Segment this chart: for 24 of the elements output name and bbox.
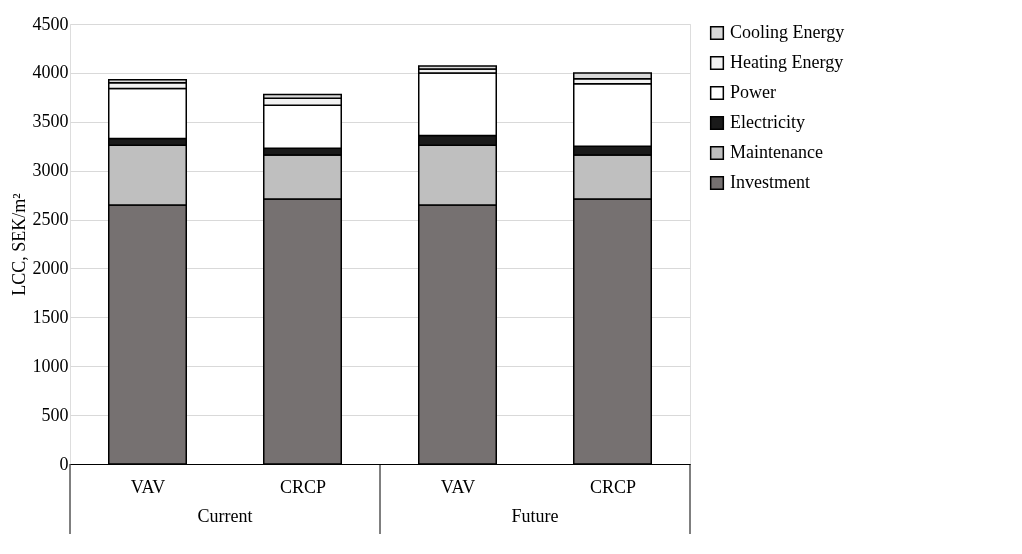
x-tick-label: CRCP: [589, 476, 637, 497]
y-axis-title: LCC, SEK/m²: [8, 193, 29, 296]
x-tick-label: VAV: [440, 476, 476, 497]
legend-label: Heating Energy: [730, 52, 844, 72]
legend-label: Power: [730, 82, 776, 102]
y-tick-label: 1000: [32, 355, 69, 376]
legend-label: Electricity: [730, 112, 805, 132]
text: Future: [511, 506, 559, 526]
y-tick-label: 2500: [32, 209, 69, 230]
text: Current: [197, 506, 253, 526]
bar: [418, 65, 497, 70]
legend-label: Investment: [730, 172, 810, 192]
y-tick-label: 2000: [32, 257, 69, 278]
y-tick-label: 3000: [32, 160, 69, 181]
y-tick-label: 4000: [32, 62, 69, 83]
legend-label: Cooling Energy: [730, 22, 845, 42]
y-tick-label: 3500: [32, 111, 69, 132]
y-tick-label: 4500: [32, 13, 69, 34]
legend-label: Maintenance: [730, 142, 823, 162]
x-tick-label: CRCP: [279, 476, 327, 497]
x-tick-label: VAV: [130, 476, 166, 497]
y-tick-label: 500: [41, 404, 69, 425]
y-tick-label: 0: [59, 453, 69, 474]
y-tick-label: 1500: [32, 306, 69, 327]
